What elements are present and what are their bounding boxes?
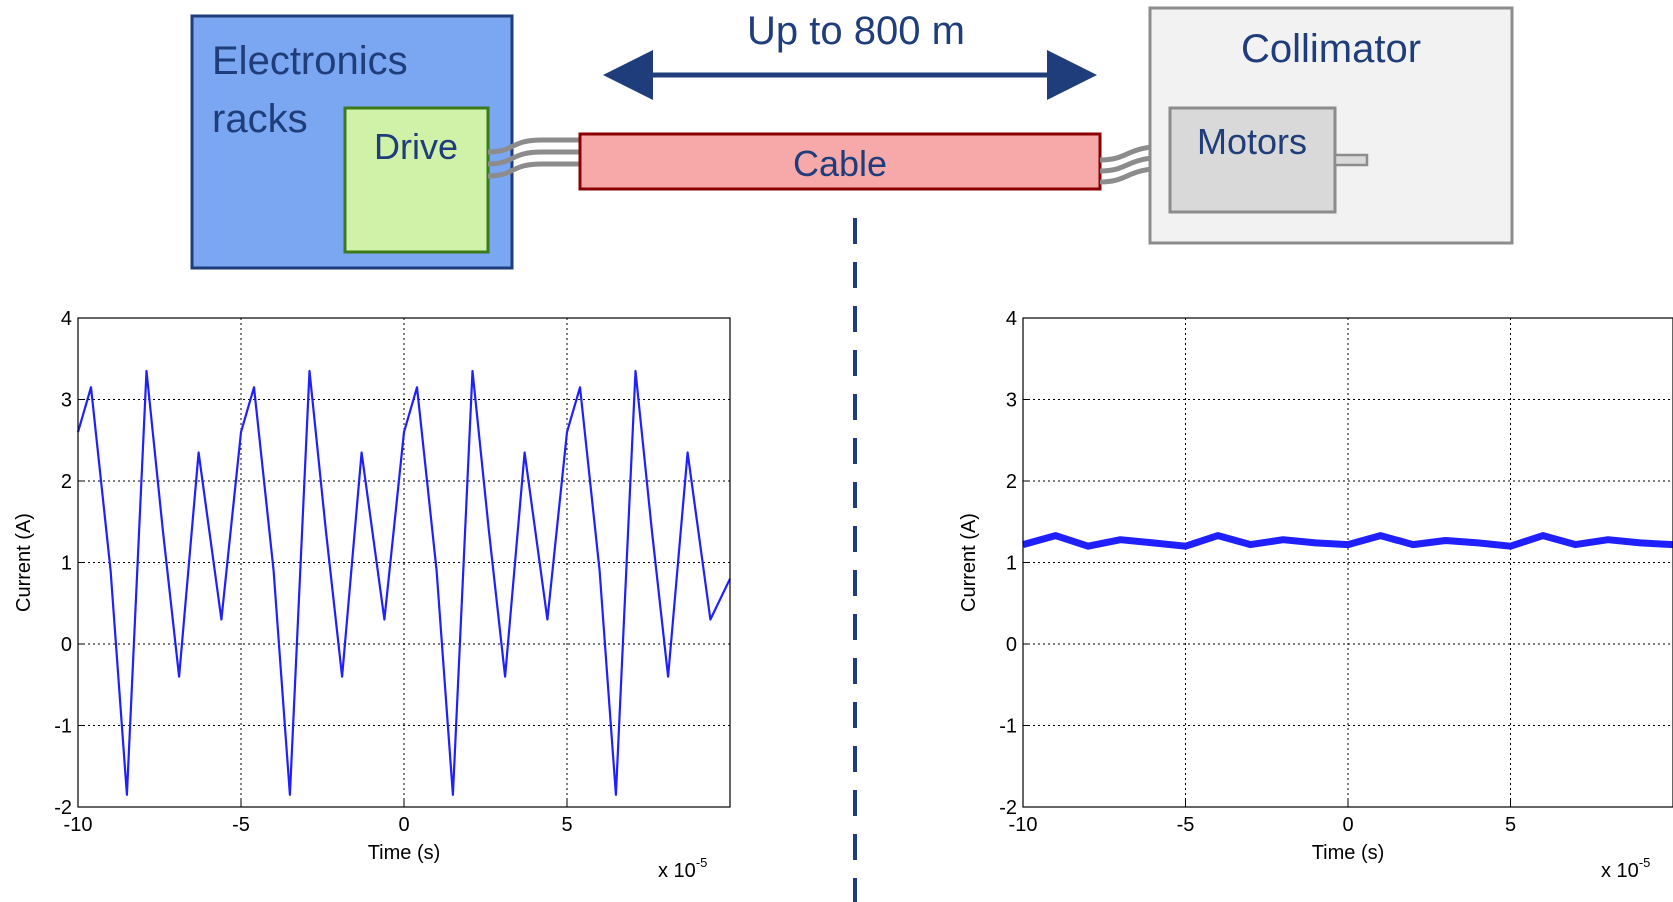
- plot-right-xtick-label: -10: [1009, 814, 1038, 836]
- plot-left-ytick-label: 4: [61, 308, 72, 330]
- plot-left-xtick-label: -10: [64, 814, 93, 836]
- electronics-label: Electronics: [212, 39, 408, 83]
- plot-right-ytick-label: 3: [1006, 390, 1017, 412]
- plot-right-ytick-label: 2: [1006, 471, 1017, 493]
- block-diagram: Electronics racks Drive Cable Collimator…: [190, 6, 1514, 902]
- plot-left-ytick-label: -2: [54, 797, 72, 819]
- plot-left-ytick-label: 3: [61, 390, 72, 412]
- plot-right-ytick-label: -1: [999, 716, 1017, 738]
- motors-box: [1168, 106, 1337, 214]
- plot-left-series-line: [76, 369, 731, 796]
- plot-left-x-multiplier-base: x 10: [658, 860, 696, 882]
- plot-right-axes-frame: [1022, 317, 1673, 808]
- plot-right-xtick-label: 0: [1342, 814, 1353, 836]
- drive-label: Drive: [374, 126, 458, 167]
- plot-right-xlabel: Time (s): [1312, 842, 1385, 864]
- motor-shaft: [1333, 153, 1369, 167]
- plot-left-ytick-label: 0: [61, 634, 72, 656]
- plot-right-x-multiplier-exponent: -5: [1639, 855, 1651, 870]
- plot-right-ytick-label: 0: [1006, 634, 1017, 656]
- plot-right-grid: [1022, 317, 1673, 808]
- cable-label: Cable: [793, 143, 887, 184]
- plot-right-ylabel: Current (A): [958, 513, 980, 612]
- distance-label: Up to 800 m: [747, 9, 965, 53]
- plot-left-ytick-label: -1: [54, 716, 72, 738]
- plot-left-x-multiplier: x 10-5: [658, 855, 707, 882]
- plot-left-grid: [77, 317, 730, 808]
- cable-box: [578, 132, 1102, 191]
- plot-right-xtick-label: -5: [1177, 814, 1195, 836]
- plot-left-xtick-label: 0: [398, 814, 409, 836]
- plot-left-xlabel: Time (s): [368, 842, 441, 864]
- plot-left-xtick-label: 5: [561, 814, 572, 836]
- plot-right-series-line: [1022, 532, 1673, 550]
- plot-right-ytick-label: 4: [1006, 308, 1017, 330]
- plot-right-ytick-label: -2: [999, 797, 1017, 819]
- plot-left-ytick-label: 1: [61, 553, 72, 575]
- racks-label: racks: [212, 97, 308, 141]
- plot-right-x-multiplier: x 10-5: [1601, 855, 1650, 882]
- motors-label: Motors: [1197, 121, 1307, 162]
- plot-right-ytick-label: 1: [1006, 553, 1017, 575]
- plot-left-xtick-label: -5: [232, 814, 250, 836]
- drive-box: [343, 106, 490, 254]
- plot-left-x-multiplier-exponent: -5: [696, 855, 708, 870]
- plot-left-ylabel: Current (A): [13, 513, 35, 612]
- plot-right-xtick-label: 5: [1505, 814, 1516, 836]
- collimator-label: Collimator: [1241, 27, 1421, 71]
- plot-left-ytick-label: 2: [61, 471, 72, 493]
- plot-left-axes-frame: [77, 317, 731, 808]
- plot-right-x-multiplier-base: x 10: [1601, 860, 1639, 882]
- wires-drive-to-cable: [487, 137, 580, 179]
